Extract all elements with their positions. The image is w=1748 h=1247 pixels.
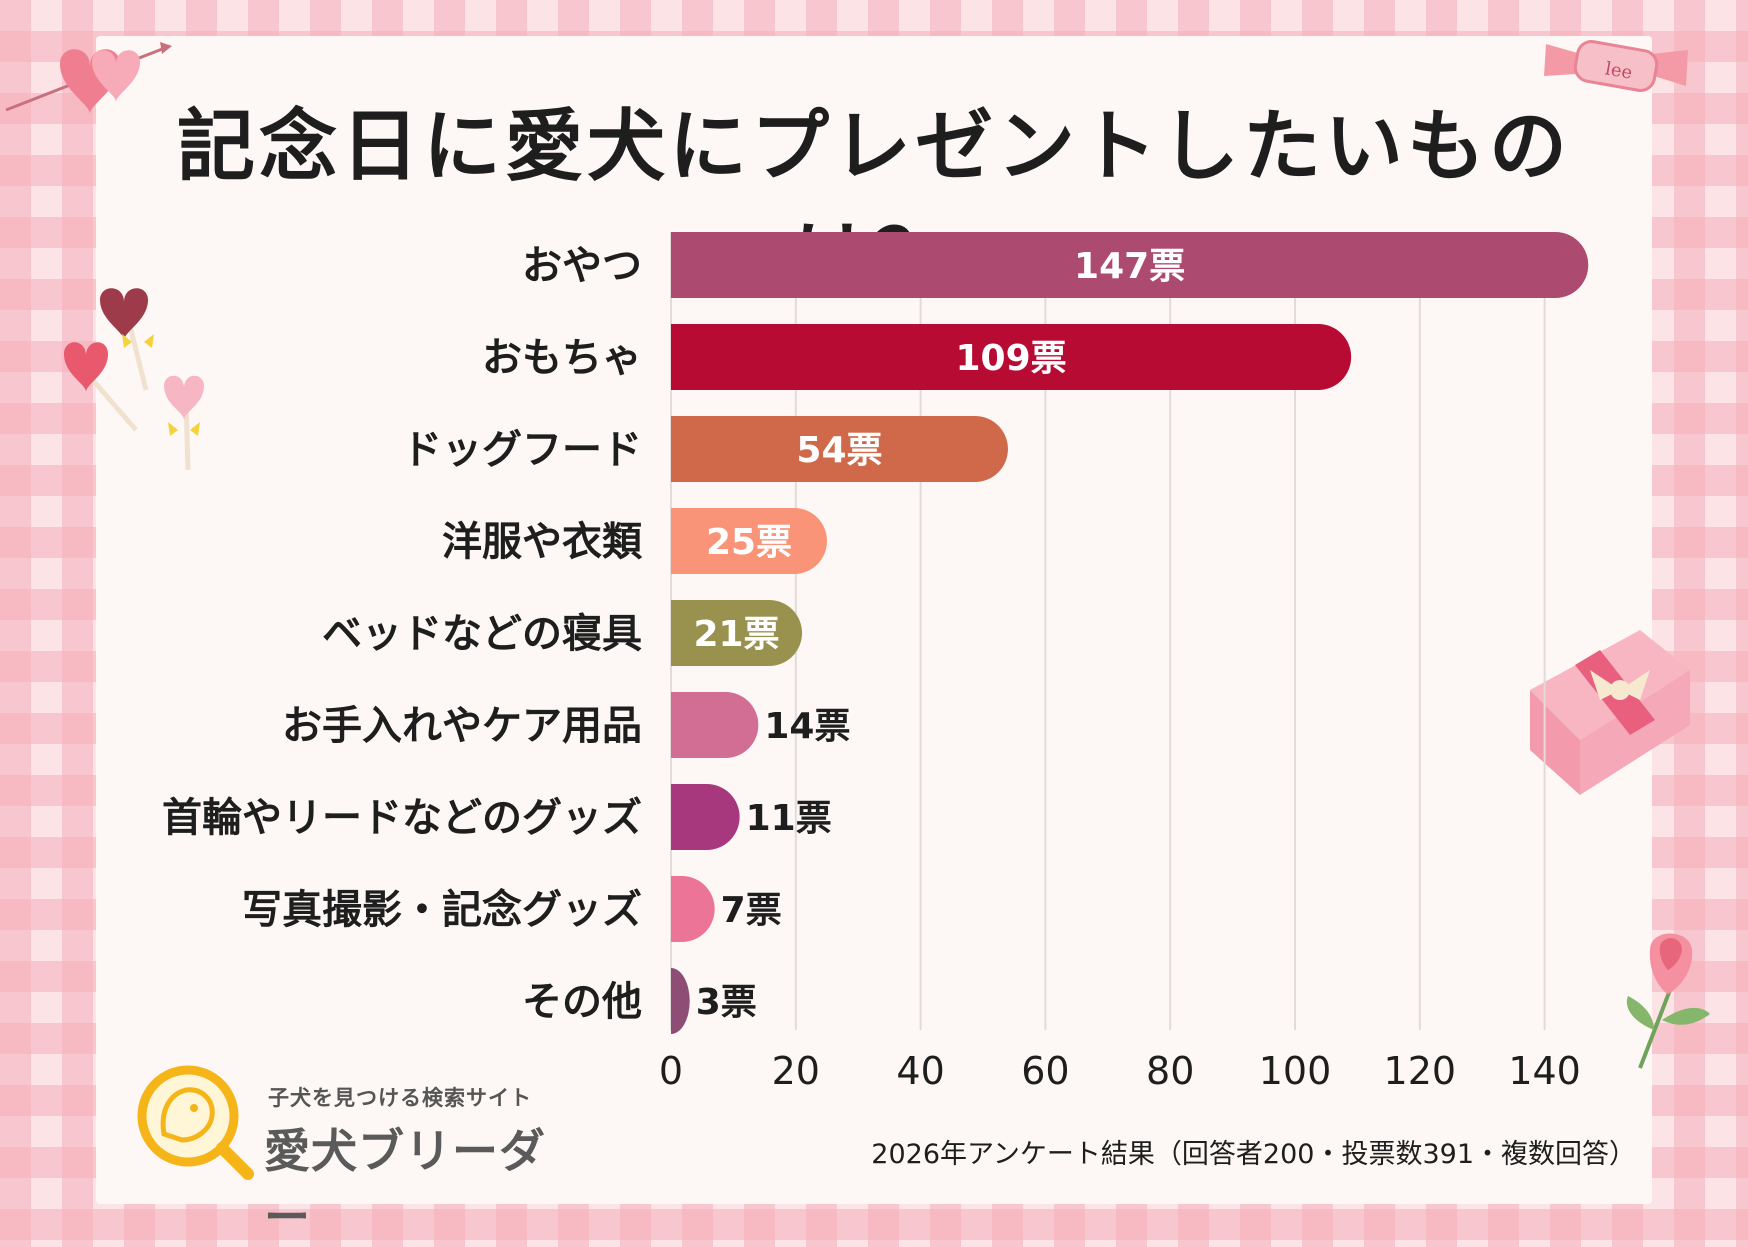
category-label: 写真撮影・記念グッズ bbox=[242, 887, 642, 933]
bar bbox=[671, 508, 827, 574]
x-tick-label: 100 bbox=[1259, 1049, 1332, 1093]
bar-value-label: 7票 bbox=[721, 890, 782, 931]
rose-icon bbox=[1626, 933, 1710, 1069]
bar-value-label: 21票 bbox=[693, 614, 779, 655]
bar bbox=[671, 968, 690, 1034]
lollipop-hearts-icon bbox=[64, 288, 204, 471]
bar-value-label: 54票 bbox=[796, 430, 882, 471]
gift-box-icon bbox=[1530, 630, 1690, 795]
category-label: その他 bbox=[522, 979, 642, 1025]
category-label: ドッグフード bbox=[402, 427, 642, 473]
bar bbox=[671, 232, 1589, 298]
magnifier-dog-logo-icon bbox=[137, 1065, 254, 1180]
brand-tagline: 子犬を見つける検索サイト bbox=[268, 1086, 532, 1110]
category-label: お手入れやケア用品 bbox=[282, 703, 642, 749]
category-label: ベッドなどの寝具 bbox=[322, 611, 642, 657]
category-label: 洋服や衣類 bbox=[442, 519, 643, 565]
bar bbox=[671, 324, 1352, 390]
bar-value-label: 14票 bbox=[764, 706, 850, 747]
brand-name: 愛犬ブリーダー bbox=[264, 1124, 546, 1244]
bar bbox=[671, 876, 715, 942]
x-tick-label: 120 bbox=[1384, 1049, 1457, 1093]
bar-value-label: 109票 bbox=[956, 338, 1067, 379]
brand-block: 子犬を見つける検索サイト 愛犬ブリーダー bbox=[130, 1060, 570, 1244]
bar-value-label: 25票 bbox=[706, 522, 792, 563]
x-tick-label: 60 bbox=[1021, 1049, 1069, 1093]
category-label: 首輪やリードなどのグッズ bbox=[162, 795, 642, 841]
x-tick-label: 0 bbox=[659, 1049, 683, 1093]
category-label: おもちゃ bbox=[482, 335, 642, 381]
bar-value-label: 3票 bbox=[696, 982, 757, 1023]
hearts-arrow-icon bbox=[5, 42, 172, 114]
chart-panel bbox=[96, 36, 1652, 1204]
bar-value-label: 11票 bbox=[746, 798, 832, 839]
x-tick-label: 20 bbox=[772, 1049, 820, 1093]
category-label: おやつ bbox=[522, 243, 642, 289]
bar bbox=[671, 784, 740, 850]
bar-value-label: 147票 bbox=[1074, 246, 1185, 287]
bar bbox=[671, 600, 803, 666]
x-tick-label: 80 bbox=[1146, 1049, 1194, 1093]
svg-text:lee: lee bbox=[1604, 58, 1634, 83]
candy-icon: lee bbox=[1544, 40, 1688, 92]
chart-title: 記念日に愛犬にプレゼントしたいものは？ bbox=[176, 102, 1571, 304]
bar bbox=[671, 416, 1008, 482]
x-tick-label: 40 bbox=[896, 1049, 944, 1093]
x-tick-label: 140 bbox=[1508, 1049, 1581, 1093]
bar bbox=[671, 692, 759, 758]
survey-footnote: 2026年アンケート結果（回答者200・投票数391・複数回答） bbox=[871, 1139, 1636, 1170]
